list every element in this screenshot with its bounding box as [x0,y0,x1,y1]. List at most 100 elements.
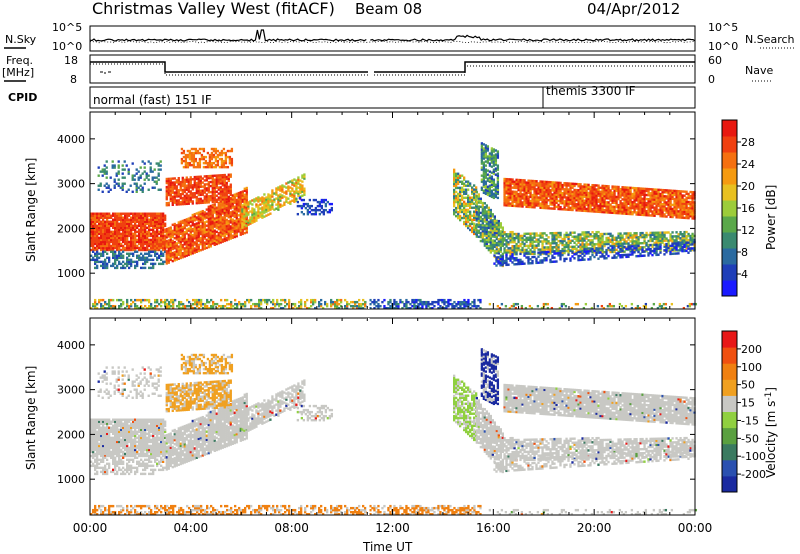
power-cell [607,238,610,242]
power-cell [215,222,218,226]
power-cell [581,193,584,196]
power-cell [99,170,102,173]
power-cell [169,179,172,182]
power-cell [140,240,143,244]
power-cell [487,234,490,238]
power-cell [181,180,184,184]
power-cell [165,262,168,265]
power-cell [299,183,302,186]
power-cell [563,204,566,207]
power-cell [480,156,484,159]
power-cell [227,238,230,241]
power-cell [531,199,534,203]
power-cell [585,201,588,205]
power-cell [228,157,232,161]
power-cell [533,187,536,191]
power-cell [136,246,139,250]
power-cell [455,182,458,186]
power-cell [527,179,530,182]
power-cell [183,178,186,182]
power-cell [116,214,119,217]
power-cell [569,202,572,206]
power-cell [190,163,194,167]
power-cell [191,250,194,253]
power-cell [667,201,670,204]
power-cell [482,165,486,168]
power-cell [663,213,666,216]
power-cell [553,240,556,243]
power-cell [185,244,188,247]
power-cell [300,198,304,202]
power-cell [473,232,476,236]
power-cell [484,170,488,173]
power-cell [237,226,240,229]
power-cell [213,229,216,232]
power-cell [453,178,456,182]
power-cell [100,212,103,215]
power-cell [661,211,664,214]
power-cell [489,235,492,238]
power-cell [195,175,198,179]
power-cell [128,222,131,226]
power-cell [637,195,640,198]
power-cell [475,229,478,232]
power-cell [615,240,618,243]
power-cell [593,245,596,248]
power-cell [96,216,99,219]
power-cell [189,196,192,199]
power-cell [110,246,113,250]
power-cell [169,248,172,251]
power-cell [102,252,105,256]
power-cell [126,262,129,266]
power-cell [92,228,95,232]
power-cell [103,172,106,175]
power-cell [99,182,102,185]
power-cell [177,229,180,232]
power-cell [223,181,226,185]
power-cell [157,172,160,175]
power-cell [199,224,202,228]
power-cell [221,194,224,197]
power-cell [593,194,596,197]
power-cell [679,216,682,219]
power-cell [223,209,226,212]
power-cell [225,197,228,201]
power-cell [108,240,111,244]
power-cell [235,226,238,230]
power-cell [207,241,210,245]
power-cell [169,189,172,193]
power-cell [573,204,576,208]
power-cell [297,186,300,189]
power-cell [587,187,590,191]
power-cell [484,144,488,147]
power-cell [475,186,478,189]
power-cell [160,236,163,240]
power-cell [320,200,324,204]
power-cell [191,192,194,195]
power-cell [117,184,120,187]
power-cell [227,209,230,213]
power-cell [261,214,264,217]
power-cell [639,213,642,216]
power-cell [667,213,670,216]
power-cell [167,185,170,189]
power-cell [527,244,530,248]
power-cell [217,215,220,219]
power-cell [203,199,206,202]
power-cell [183,180,186,184]
power-cell [611,234,614,238]
power-cell [158,216,161,219]
power-cell [237,220,240,223]
power-cell [171,247,174,251]
power-cell [681,196,684,199]
power-cell [619,244,622,247]
power-cell [482,167,486,170]
power-cell [189,194,192,197]
power-cell [96,228,99,232]
power-cell [681,216,684,219]
power-cell [228,159,232,163]
power-cell [587,235,590,238]
power-cell [490,161,494,164]
power-cell [485,210,488,213]
power-cell [202,161,206,165]
